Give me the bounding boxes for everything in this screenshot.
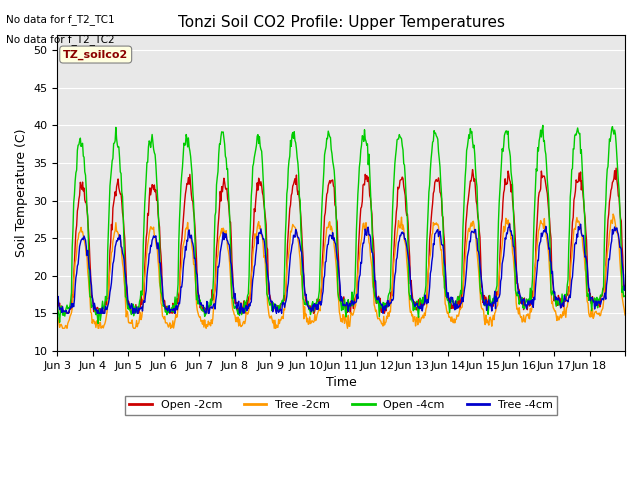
- Open -4cm: [94, 321, 102, 326]
- Tree -2cm: [609, 211, 617, 217]
- Open -4cm: [253, 133, 261, 139]
- Open -2cm: [621, 282, 629, 288]
- Tree -2cm: [401, 238, 408, 243]
- Tree -4cm: [54, 295, 61, 300]
- Open -2cm: [433, 177, 440, 182]
- Title: Tonzi Soil CO2 Profile: Upper Temperatures: Tonzi Soil CO2 Profile: Upper Temperatur…: [178, 15, 505, 30]
- Tree -2cm: [433, 220, 440, 226]
- Tree -4cm: [506, 221, 513, 227]
- Line: Tree -2cm: Tree -2cm: [58, 214, 625, 328]
- Line: Tree -4cm: Tree -4cm: [58, 224, 625, 313]
- Open -4cm: [275, 303, 282, 309]
- X-axis label: Time: Time: [326, 376, 356, 389]
- Tree -4cm: [401, 236, 408, 242]
- Open -2cm: [401, 188, 408, 194]
- Open -2cm: [612, 165, 620, 171]
- Open -2cm: [54, 299, 61, 304]
- Open -2cm: [253, 180, 261, 186]
- Tree -4cm: [225, 241, 233, 247]
- Tree -2cm: [275, 316, 282, 322]
- Tree -4cm: [121, 267, 129, 273]
- Tree -2cm: [59, 325, 67, 331]
- Open -4cm: [225, 201, 233, 207]
- Open -4cm: [54, 303, 61, 309]
- Tree -4cm: [253, 233, 261, 239]
- Open -4cm: [539, 122, 547, 128]
- Line: Open -2cm: Open -2cm: [58, 168, 625, 313]
- Text: TZ_soilco2: TZ_soilco2: [63, 49, 129, 60]
- Tree -2cm: [253, 225, 261, 230]
- Text: No data for f_T2_TC1: No data for f_T2_TC1: [6, 14, 115, 25]
- Open -2cm: [121, 236, 129, 241]
- Open -4cm: [433, 133, 440, 139]
- Tree -2cm: [225, 253, 233, 259]
- Open -4cm: [621, 293, 629, 299]
- Tree -4cm: [433, 229, 440, 235]
- Tree -2cm: [54, 321, 61, 326]
- Open -2cm: [275, 303, 282, 309]
- Open -4cm: [401, 162, 408, 168]
- Open -2cm: [60, 311, 67, 316]
- Tree -4cm: [275, 310, 282, 315]
- Open -4cm: [121, 272, 129, 277]
- Y-axis label: Soil Temperature (C): Soil Temperature (C): [15, 129, 28, 257]
- Text: No data for f_T2_TC2: No data for f_T2_TC2: [6, 34, 115, 45]
- Tree -4cm: [621, 284, 629, 290]
- Legend: Open -2cm, Tree -2cm, Open -4cm, Tree -4cm: Open -2cm, Tree -2cm, Open -4cm, Tree -4…: [125, 396, 557, 415]
- Tree -2cm: [621, 312, 629, 318]
- Tree -2cm: [121, 285, 129, 290]
- Tree -4cm: [63, 311, 71, 316]
- Line: Open -4cm: Open -4cm: [58, 125, 625, 324]
- Open -2cm: [225, 207, 233, 213]
